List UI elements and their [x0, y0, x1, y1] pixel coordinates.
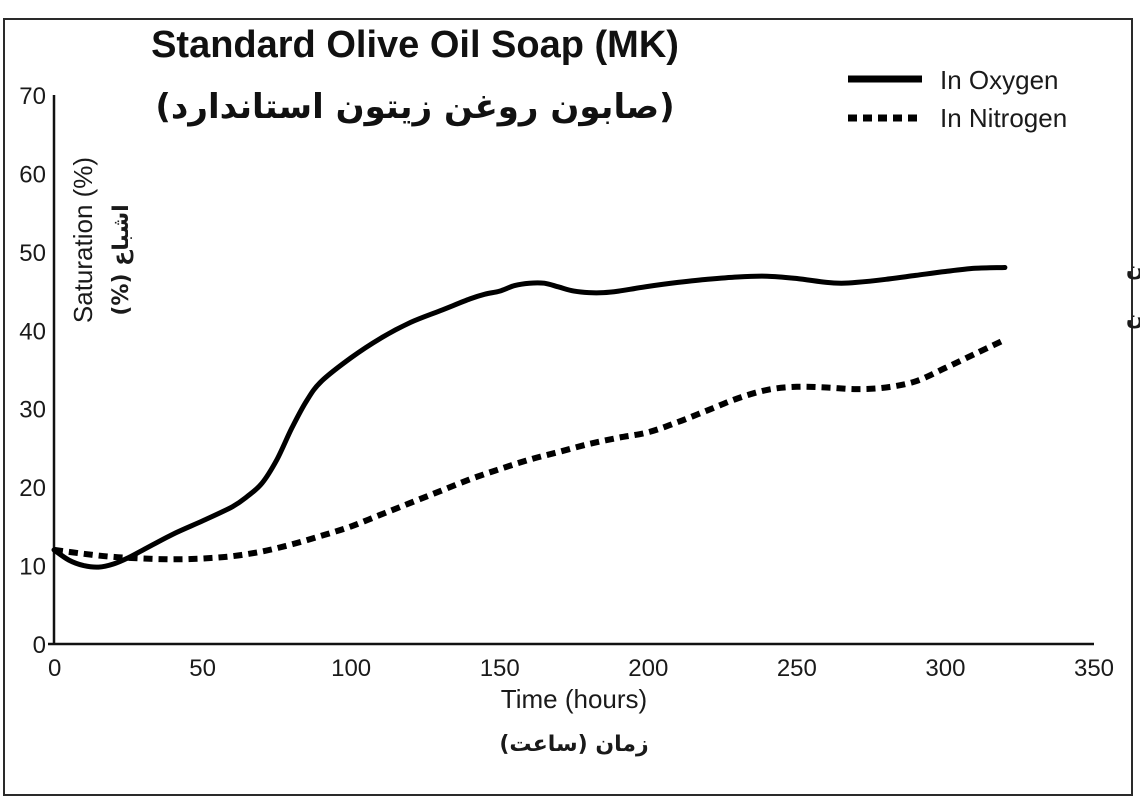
- y-axis-label-fa: اشباع (%): [109, 204, 134, 315]
- legend-label-oxygen: In Oxygen: [940, 65, 1059, 95]
- x-tick-label: 50: [189, 655, 216, 682]
- x-tick-label: 300: [925, 655, 965, 682]
- legend-label-nitrogen: In Nitrogen: [940, 103, 1067, 133]
- y-tick-label: 40: [19, 318, 46, 345]
- chart-title: Standard Olive Oil Soap (MK): [151, 24, 679, 66]
- y-tick-label: 70: [19, 83, 46, 110]
- x-tick-label: 350: [1074, 655, 1114, 682]
- axes: [48, 95, 1094, 646]
- legend: In Oxygen In Nitrogen: [848, 65, 1067, 133]
- y-axis-label: Saturation (%): [68, 157, 98, 323]
- y-tick-label: 10: [19, 554, 46, 581]
- x-axis-label-fa: زمان (ساعت): [499, 732, 648, 757]
- y-tick-label: 30: [19, 397, 46, 424]
- x-axis-label: Time (hours): [501, 684, 647, 714]
- series-layer: [51, 265, 1008, 570]
- tick-labels: 0 50 100 150 200 250 300 350 0 10 20 30 40 50 60 70: [19, 83, 1114, 682]
- y-tick-label: 0: [33, 632, 46, 659]
- chart-subtitle: (صابون روغن زیتون استاندارد): [155, 87, 674, 127]
- x-tick-label: 250: [777, 655, 817, 682]
- y-tick-label: 50: [19, 240, 46, 267]
- annotation-oxygen: در اکسیژن: [1126, 257, 1140, 281]
- chart-frame: [3, 18, 1133, 796]
- x-tick-label: 0: [48, 655, 61, 682]
- y-tick-label: 60: [19, 161, 46, 188]
- annotation-nitrogen: در نیتروژن: [1126, 306, 1140, 330]
- y-tick-label: 20: [19, 475, 46, 502]
- x-tick-label: 150: [480, 655, 520, 682]
- series-line-nitrogen: [53, 336, 1007, 563]
- x-tick-label: 200: [628, 655, 668, 682]
- series-line-oxygen: [51, 265, 1008, 570]
- x-tick-label: 100: [331, 655, 371, 682]
